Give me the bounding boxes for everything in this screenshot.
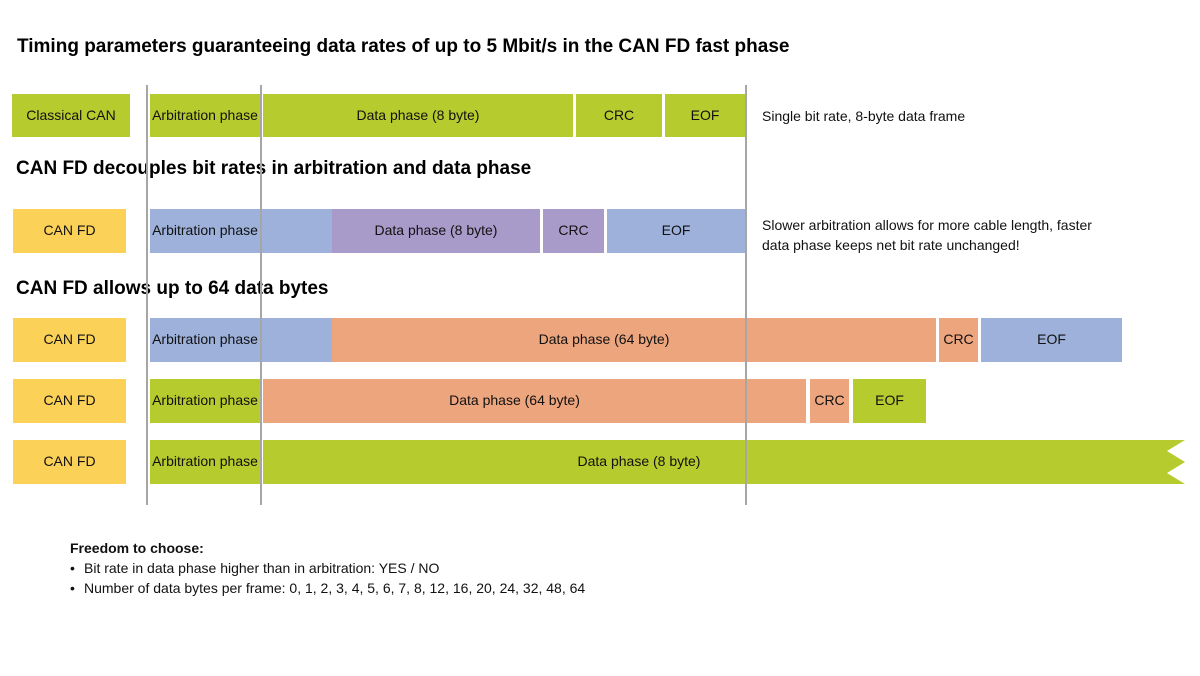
row1-eof-text: EOF [690, 106, 720, 123]
freedom-heading: Freedom to choose: [70, 540, 204, 556]
row1-label-text: Classical CAN [26, 106, 116, 123]
row2-note-line1: Slower arbitration allows for more cable… [762, 217, 1092, 233]
freedom-bullet-1: • Bit rate in data phase higher than in … [70, 558, 585, 578]
row2-segment-arbitration: Arbitration phase [150, 209, 332, 253]
row5-arbitration-text: Arbitration phase [152, 453, 258, 470]
page-title: Timing parameters guaranteeing data rate… [17, 36, 790, 57]
row5-segment-arbitration: Arbitration phase [150, 440, 260, 484]
row5-segment-data-phase: Data phase (8 byte) [263, 440, 1185, 484]
gridline-data-phase-start [260, 85, 262, 505]
row2-segment-crc: CRC [543, 209, 604, 253]
row2-label-can-fd: CAN FD [13, 209, 126, 253]
row2-note: Slower arbitration allows for more cable… [762, 215, 1092, 255]
row1-label-classical-can: Classical CAN [12, 94, 130, 137]
row5-label-text: CAN FD [43, 453, 96, 470]
row4-segment-crc: CRC [810, 379, 849, 423]
bullet-icon: • [70, 560, 75, 576]
row3-segment-crc: CRC [939, 318, 978, 362]
row3-arbitration-text: Arbitration phase [152, 331, 258, 348]
freedom-bullet-2-text: Number of data bytes per frame: 0, 1, 2,… [84, 580, 586, 596]
row3-segment-data-phase: Data phase (64 byte) [332, 318, 936, 362]
row3-crc-text: CRC [943, 331, 974, 348]
row1-arbitration-text: Arbitration phase [152, 106, 258, 123]
row1-segment-data-phase: Data phase (8 byte) [263, 94, 573, 137]
row4-segment-data-phase: Data phase (64 byte) [263, 379, 806, 423]
row4-eof-text: EOF [875, 392, 904, 409]
row1-data-phase-text: Data phase (8 byte) [356, 106, 480, 123]
row4-segment-arbitration: Arbitration phase [150, 379, 260, 423]
freedom-bullet-1-text: Bit rate in data phase higher than in ar… [84, 560, 440, 576]
row4-label-can-fd: CAN FD [13, 379, 126, 423]
freedom-bullet-2: • Number of data bytes per frame: 0, 1, … [70, 578, 585, 598]
row3-label-can-fd: CAN FD [13, 318, 126, 362]
row5-data-phase-text: Data phase (8 byte) [577, 453, 701, 470]
row3-segment-arbitration: Arbitration phase [150, 318, 332, 362]
row4-crc-text: CRC [814, 392, 845, 409]
row1-crc-text: CRC [603, 106, 635, 123]
row2-eof-text: EOF [661, 222, 691, 239]
row2-note-line2: data phase keeps net bit rate unchanged! [762, 237, 1020, 253]
row4-arbitration-text: Arbitration phase [152, 392, 258, 409]
heading-allows-64: CAN FD allows up to 64 data bytes [16, 278, 329, 299]
row1-segment-crc: CRC [576, 94, 662, 137]
row1-note: Single bit rate, 8-byte data frame [762, 108, 966, 124]
row4-segment-eof: EOF [853, 379, 926, 423]
gridline-arbitration-start [146, 85, 148, 505]
row2-crc-text: CRC [558, 222, 589, 239]
row2-segment-data-phase: Data phase (8 byte) [332, 209, 540, 253]
row4-data-phase-text: Data phase (64 byte) [449, 392, 580, 409]
row5-label-can-fd: CAN FD [13, 440, 126, 484]
row3-eof-text: EOF [1037, 331, 1066, 348]
row2-segment-eof: EOF [607, 209, 745, 253]
row2-label-text: CAN FD [43, 222, 96, 239]
row2-arbitration-text: Arbitration phase [152, 222, 258, 239]
row1-segment-eof: EOF [665, 94, 745, 137]
row3-label-text: CAN FD [43, 331, 96, 348]
freedom-to-choose-block: Freedom to choose: • Bit rate in data ph… [70, 538, 585, 598]
row4-label-text: CAN FD [43, 392, 96, 409]
bullet-icon: • [70, 580, 75, 596]
heading-decouples: CAN FD decouples bit rates in arbitratio… [16, 158, 532, 179]
row1-segment-arbitration: Arbitration phase [150, 94, 260, 137]
gridline-classical-frame-end [745, 85, 747, 505]
row2-data-phase-text: Data phase (8 byte) [374, 222, 498, 239]
row3-segment-eof: EOF [981, 318, 1122, 362]
row3-data-phase-text: Data phase (64 byte) [538, 331, 670, 348]
